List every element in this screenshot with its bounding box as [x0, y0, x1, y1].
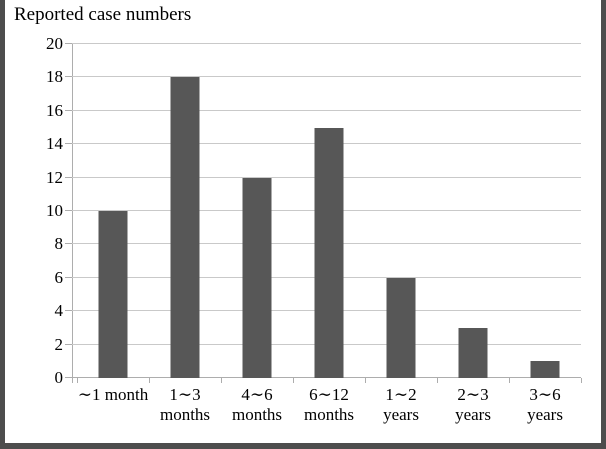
bar [98, 211, 128, 378]
y-tick-label: 18 [46, 67, 63, 87]
bar [242, 177, 272, 378]
x-axis-tick [365, 378, 366, 383]
x-tick-label: ∼1 month [77, 385, 149, 404]
y-tick-label: 16 [46, 100, 63, 120]
y-tick-label: 0 [54, 368, 64, 387]
chart-title: Reported case numbers [14, 4, 192, 25]
y-axis-tick [65, 109, 72, 111]
plot-area [65, 43, 582, 383]
x-axis-tick [581, 378, 582, 383]
x-tick-label: 2∼3 years [455, 385, 491, 424]
x-axis-tick [149, 378, 150, 383]
y-tick-label: 20 [46, 34, 63, 53]
y-tick-label: 14 [46, 134, 63, 154]
y-tick-label: 2 [54, 334, 64, 354]
x-axis-tick [77, 378, 78, 383]
y-tick-label: 10 [46, 201, 63, 220]
y-axis-tick [65, 43, 72, 44]
y-tick-label: 8 [54, 234, 64, 254]
bar [314, 127, 344, 378]
x-axis-tick [437, 378, 438, 383]
x-axis-tick [221, 378, 222, 383]
gridline [72, 43, 581, 44]
x-tick-label: 3∼6 years [527, 385, 563, 424]
x-axis-tick [293, 378, 294, 383]
bar [386, 277, 416, 378]
y-axis-tick [65, 276, 72, 278]
y-tick-label: 6 [54, 267, 64, 287]
y-axis-tick [65, 310, 72, 312]
y-axis-tick [65, 377, 72, 378]
y-axis-tick [65, 243, 72, 245]
y-axis-labels: 0 2 4 6 8 10 12 14 16 18 20 [5, 35, 64, 387]
y-axis-tick [65, 343, 72, 345]
x-tick-label: 1∼2 years [383, 385, 419, 424]
gridline [72, 76, 581, 78]
bar [170, 77, 200, 378]
x-tick-label: 4∼6 months [231, 385, 283, 424]
y-axis-tick [65, 143, 72, 145]
y-tick-label: 12 [46, 167, 63, 187]
bar [458, 327, 488, 378]
x-tick-label: 1∼3 months [159, 385, 211, 424]
x-axis-labels: ∼1 month 1∼3 months 4∼6 months 6∼12 months 1… [77, 385, 581, 425]
x-tick-label: 6∼12 months [303, 385, 355, 424]
y-axis-tick [65, 210, 72, 211]
y-axis-tick [65, 76, 72, 78]
y-axis-line [72, 44, 73, 383]
x-axis-tick [509, 378, 510, 383]
y-axis-tick [65, 176, 72, 178]
y-tick-label: 4 [54, 301, 64, 321]
gridline [72, 109, 581, 111]
bar [530, 361, 560, 378]
